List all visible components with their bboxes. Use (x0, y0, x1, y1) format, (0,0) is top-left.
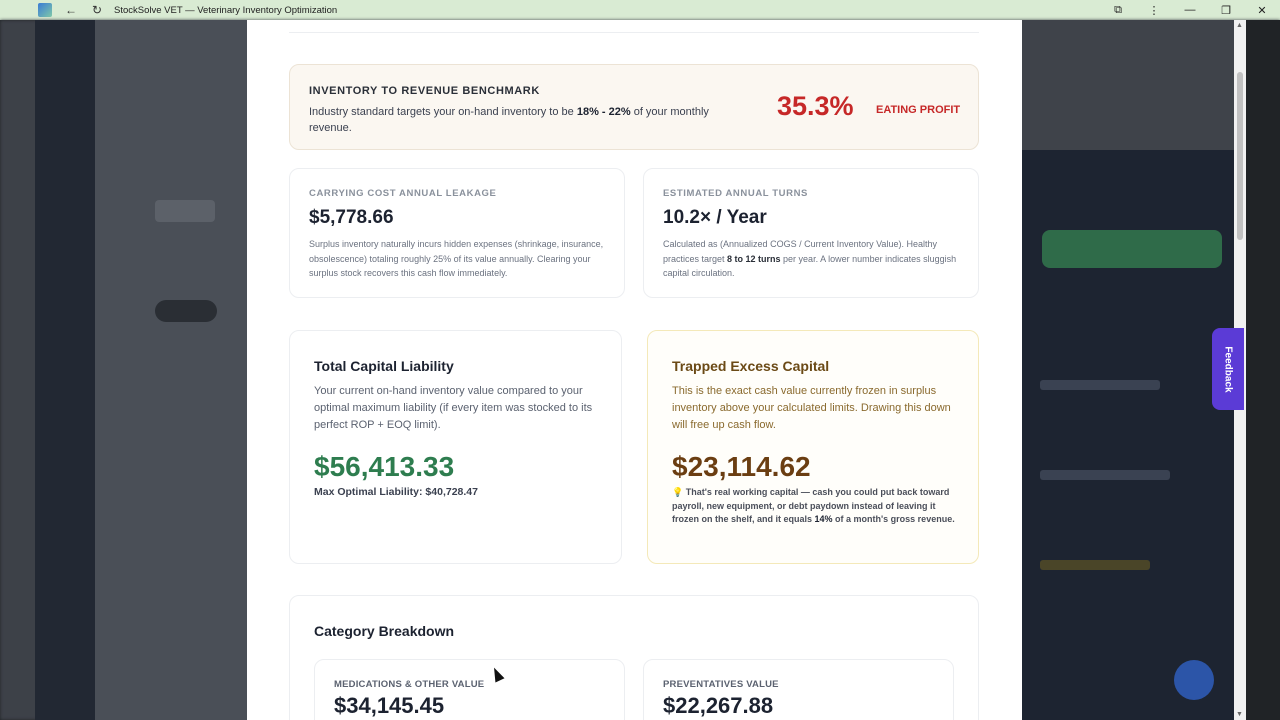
annual-turns-label: ESTIMATED ANNUAL TURNS (663, 188, 808, 199)
total-liability-description: Your current on-hand inventory value com… (314, 385, 593, 431)
background-line (1040, 470, 1170, 480)
max-optimal-liability: Max Optimal Liability: $40,728.47 (314, 486, 478, 498)
total-liability-card: Total Capital Liability Your current on-… (289, 330, 622, 564)
trapped-capital-description: This is the exact cash value currently f… (672, 385, 951, 431)
carrying-cost-label: CARRYING COST ANNUAL LEAKAGE (309, 188, 497, 199)
annual-turns-description: Calculated as (Annualized COGS / Current… (663, 239, 957, 278)
benchmark-percent: 35.3% (777, 91, 854, 121)
trapped-capital-amount: $23,114.62 (672, 451, 811, 482)
background-chat-orb (1174, 660, 1214, 700)
carrying-cost-description: Surplus inventory naturally incurs hidde… (309, 239, 604, 278)
background-summary-panel (1022, 150, 1234, 720)
trapped-capital-title: Trapped Excess Capital (672, 358, 830, 374)
background-green-block (1042, 230, 1222, 268)
back-arrow-icon[interactable]: ← (65, 3, 77, 17)
background-line (1040, 560, 1150, 570)
scroll-down-icon[interactable]: ▼ (1236, 711, 1243, 718)
reload-icon[interactable]: ↻ (91, 3, 103, 17)
category-value: $22,267.88 (663, 693, 774, 718)
app-logo-icon (38, 3, 52, 17)
benchmark-description: Industry standard targets your on-hand i… (309, 106, 709, 134)
minimize-button[interactable]: — (1184, 4, 1196, 16)
close-window-button[interactable]: ✕ (1257, 4, 1267, 17)
extensions-icon[interactable]: ⧉ (1114, 3, 1122, 16)
scroll-up-icon[interactable]: ▲ (1236, 22, 1243, 29)
feedback-tab[interactable]: Feedback (1212, 328, 1244, 410)
benchmark-banner: INVENTORY TO REVENUE BENCHMARK Industry … (289, 64, 979, 150)
browser-menu-icon[interactable]: ⋮ (1148, 4, 1160, 17)
divider (289, 32, 979, 33)
background-nav-rail (35, 20, 95, 720)
background-block (155, 300, 217, 322)
annual-turns-value: 10.2× / Year (663, 207, 767, 228)
background-content-panel (95, 20, 247, 720)
background-line (1040, 380, 1160, 390)
lightbulb-icon: 💡 (672, 487, 684, 497)
category-breakdown-card: Category Breakdown MEDICATIONS & OTHER V… (289, 595, 979, 720)
desktop-right-strip (1246, 20, 1280, 720)
benchmark-status-badge: EATING PROFIT (876, 104, 961, 116)
carrying-cost-value: $5,778.66 (309, 207, 394, 228)
category-item: MEDICATIONS & OTHER VALUE $34,145.45 (314, 659, 625, 720)
background-block (155, 200, 215, 222)
trapped-capital-card: Trapped Excess Capital This is the exact… (647, 330, 979, 564)
results-modal: INVENTORY TO REVENUE BENCHMARK Industry … (247, 20, 1022, 720)
annual-turns-card: ESTIMATED ANNUAL TURNS 10.2× / Year Calc… (643, 168, 979, 298)
category-label: MEDICATIONS & OTHER VALUE (334, 679, 485, 690)
browser-title-bar: ← ↻ StockSolve VET — Veterinary Inventor… (0, 0, 1280, 20)
feedback-label: Feedback (1222, 345, 1234, 393)
carrying-cost-card: CARRYING COST ANNUAL LEAKAGE $5,778.66 S… (289, 168, 625, 298)
maximize-button[interactable]: ❐ (1221, 4, 1231, 17)
trapped-capital-note: 💡 That's real working capital — cash you… (672, 487, 955, 524)
benchmark-range: 18% - 22% (576, 106, 631, 118)
window-title: StockSolve VET — Veterinary Inventory Op… (114, 4, 338, 16)
benchmark-heading: INVENTORY TO REVENUE BENCHMARK (309, 85, 540, 97)
category-breakdown-title: Category Breakdown (314, 623, 455, 639)
scrollbar-thumb[interactable] (1237, 72, 1243, 240)
category-label: PREVENTATIVES VALUE (663, 679, 779, 690)
total-liability-title: Total Capital Liability (314, 358, 454, 374)
category-value: $34,145.45 (334, 693, 445, 718)
category-item: PREVENTATIVES VALUE $22,267.88 (643, 659, 954, 720)
total-liability-amount: $56,413.33 (314, 451, 455, 482)
